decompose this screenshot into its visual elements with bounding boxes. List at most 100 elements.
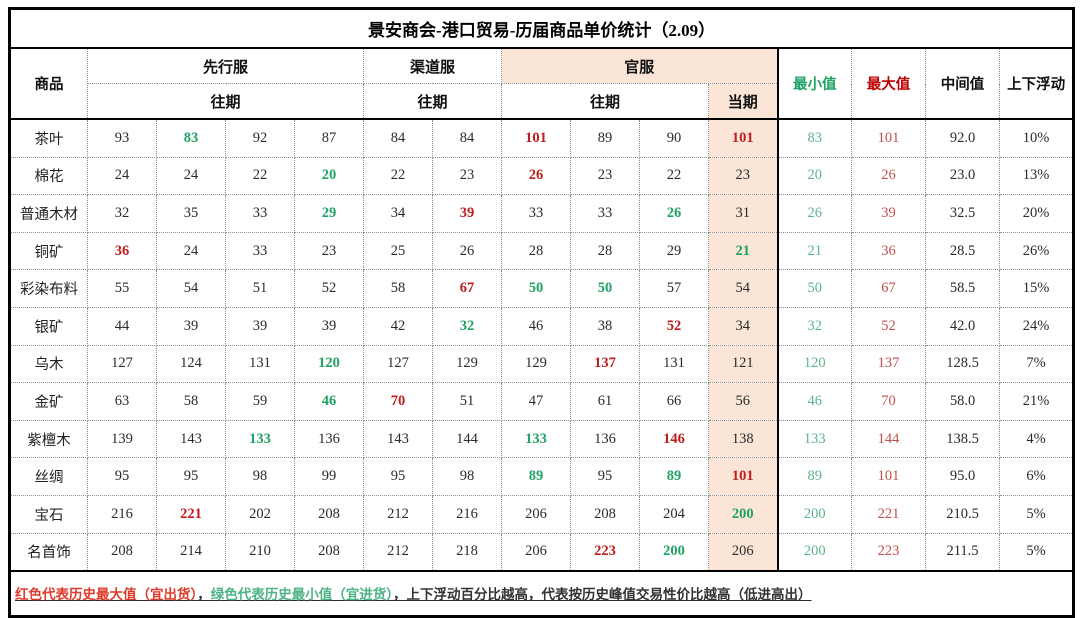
- past-price-cell: 61: [570, 382, 640, 421]
- median-value-cell: 32.5: [925, 194, 1000, 233]
- past-price-cell: 23: [294, 231, 364, 271]
- current-price-cell: 121: [708, 344, 778, 384]
- past-price-cell: 137: [570, 344, 640, 384]
- past-price-cell: 58: [156, 382, 226, 421]
- median-value-cell: 211.5: [925, 532, 1000, 572]
- past-price-cell: 99: [294, 457, 364, 496]
- past-price-cell: 127: [87, 344, 157, 384]
- past-price-cell: 52: [294, 269, 364, 308]
- past-price-cell: 208: [294, 494, 364, 534]
- max-value-cell: 223: [851, 532, 926, 572]
- past-price-cell: 24: [87, 156, 157, 196]
- past-price-cell: 38: [570, 306, 640, 346]
- past-price-cell: 89: [501, 457, 571, 496]
- col-header-max-value: 最大值: [851, 47, 926, 120]
- past-price-cell: 210: [225, 532, 295, 572]
- past-price-cell: 39: [156, 306, 226, 346]
- header-sub-row: 往期 往期 往期 当期: [10, 83, 1074, 120]
- past-price-cell: 139: [87, 419, 157, 459]
- current-price-cell: 34: [708, 306, 778, 346]
- current-price-cell: 101: [708, 457, 778, 496]
- past-price-cell: 20: [294, 156, 364, 196]
- header-group-row: 商品 先行服 渠道服 官服 最小值 最大值 中间值 上下浮动: [9, 47, 1075, 120]
- past-price-cell: 84: [432, 118, 502, 158]
- max-value-cell: 70: [851, 382, 926, 421]
- col-header-fluctuation: 上下浮动: [998, 47, 1075, 120]
- table-title: 景安商会-港口贸易-历届商品单价统计（2.09）: [8, 8, 1075, 49]
- fluctuation-cell: 20%: [998, 194, 1075, 233]
- footnote-row: 红色代表历史最大值（宜出货），绿色代表历史最小值（宜进货），上下浮动百分比越高，…: [8, 570, 1075, 618]
- min-value-cell: 26: [776, 194, 852, 233]
- table-row: 紫檀木 139 143 133 136 143 144 133 136 146 138 133 144 1…: [9, 419, 1075, 459]
- product-name: 名首饰: [9, 532, 88, 572]
- product-name: 棉花: [9, 156, 88, 196]
- median-value-cell: 128.5: [925, 344, 1000, 384]
- past-price-cell: 208: [294, 532, 364, 572]
- past-price-cell: 206: [501, 494, 571, 534]
- min-value-cell: 46: [776, 382, 852, 421]
- max-value-cell: 52: [851, 306, 926, 346]
- past-price-cell: 29: [639, 231, 709, 271]
- past-price-cell: 54: [156, 269, 226, 308]
- past-price-cell: 57: [639, 269, 709, 308]
- min-value-cell: 32: [776, 306, 852, 346]
- past-price-cell: 24: [156, 156, 226, 196]
- past-price-cell: 89: [570, 118, 640, 158]
- past-price-cell: 144: [432, 419, 502, 459]
- product-name: 茶叶: [9, 118, 88, 158]
- product-name: 彩染布料: [9, 269, 88, 308]
- max-value-cell: 101: [851, 118, 926, 158]
- current-price-cell: 101: [708, 118, 778, 158]
- past-price-cell: 39: [225, 306, 295, 346]
- col-group-pioneer-server: 先行服: [87, 47, 364, 84]
- fluctuation-cell: 15%: [998, 269, 1075, 308]
- past-price-cell: 26: [501, 156, 571, 196]
- past-price-cell: 133: [501, 419, 571, 459]
- col-group-channel-server: 渠道服: [363, 47, 502, 84]
- min-value-cell: 200: [776, 532, 852, 572]
- product-name: 丝绸: [9, 457, 88, 496]
- past-price-cell: 212: [363, 532, 433, 572]
- current-price-cell: 23: [708, 156, 778, 196]
- past-price-cell: 127: [363, 344, 433, 384]
- product-name: 金矿: [9, 382, 88, 421]
- min-value-cell: 20: [776, 156, 852, 196]
- past-price-cell: 55: [87, 269, 157, 308]
- past-price-cell: 33: [225, 231, 295, 271]
- past-price-cell: 46: [501, 306, 571, 346]
- past-price-cell: 143: [156, 419, 226, 459]
- past-price-cell: 133: [225, 419, 295, 459]
- current-price-cell: 138: [708, 419, 778, 459]
- past-price-cell: 221: [156, 494, 226, 534]
- min-value-cell: 83: [776, 118, 852, 158]
- past-price-cell: 202: [225, 494, 295, 534]
- past-price-cell: 70: [363, 382, 433, 421]
- current-price-cell: 21: [708, 231, 778, 271]
- past-price-cell: 89: [639, 457, 709, 496]
- max-value-cell: 67: [851, 269, 926, 308]
- past-price-cell: 212: [363, 494, 433, 534]
- past-price-cell: 51: [225, 269, 295, 308]
- table-row: 铜矿 36 24 33 23 25 26 28 28 29 21 21 36 28.5 26%: [9, 231, 1075, 271]
- past-price-cell: 120: [294, 344, 364, 384]
- past-price-cell: 92: [225, 118, 295, 158]
- max-value-cell: 101: [851, 457, 926, 496]
- past-price-cell: 34: [363, 194, 433, 233]
- past-price-cell: 47: [501, 382, 571, 421]
- fluctuation-cell: 10%: [998, 118, 1075, 158]
- median-value-cell: 138.5: [925, 419, 1000, 459]
- past-price-cell: 136: [570, 419, 640, 459]
- product-name: 铜矿: [9, 231, 88, 271]
- median-value-cell: 28.5: [925, 231, 1000, 271]
- median-value-cell: 58.5: [925, 269, 1000, 308]
- table-row: 普通木材 32 35 33 29 34 39 33 33 26 31 26 39 32.5 20%: [9, 194, 1075, 233]
- past-price-cell: 143: [363, 419, 433, 459]
- past-price-cell: 46: [294, 382, 364, 421]
- past-price-cell: 39: [294, 306, 364, 346]
- past-price-cell: 32: [87, 194, 157, 233]
- median-value-cell: 92.0: [925, 118, 1000, 158]
- median-value-cell: 23.0: [925, 156, 1000, 196]
- past-price-cell: 101: [501, 118, 571, 158]
- max-value-cell: 144: [851, 419, 926, 459]
- past-price-cell: 50: [501, 269, 571, 308]
